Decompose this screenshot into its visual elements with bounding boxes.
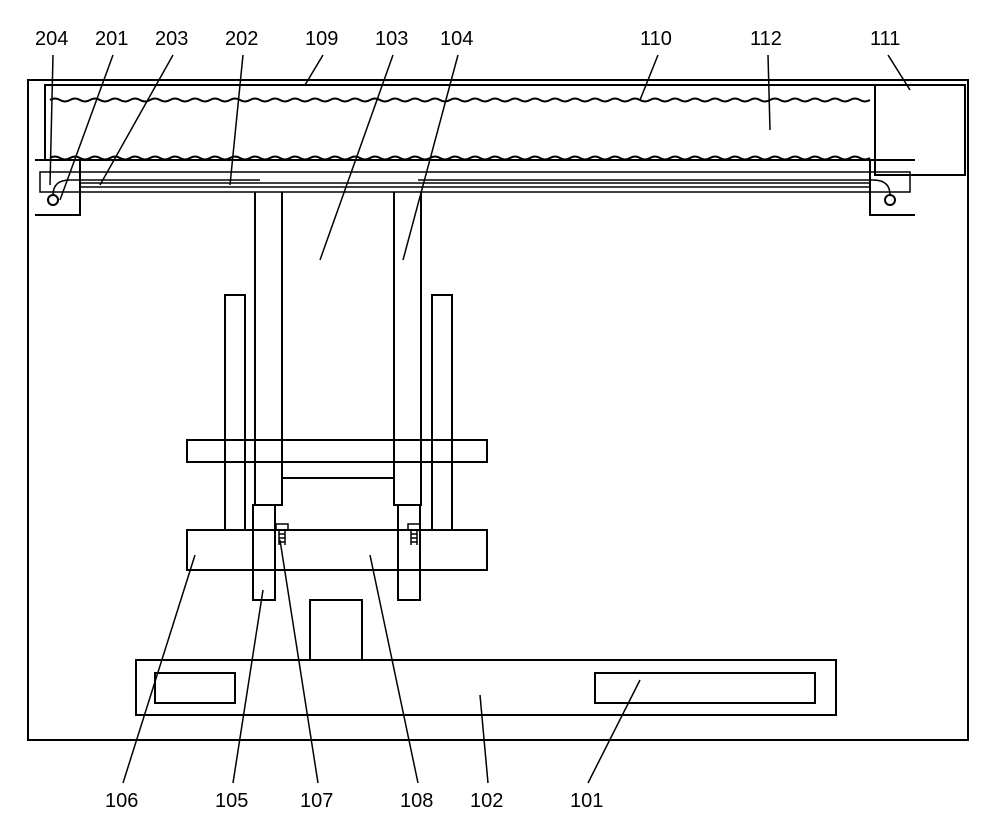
label-111: 111 <box>870 28 900 51</box>
label-203: 203 <box>155 28 188 51</box>
label-101: 101 <box>570 790 603 813</box>
top-rail <box>45 85 875 160</box>
left-bracket <box>35 160 80 215</box>
label-105: 105 <box>215 790 248 813</box>
right-pivot-circle <box>885 195 895 205</box>
label-104: 104 <box>440 28 473 51</box>
label-107: 107 <box>300 790 333 813</box>
label-108: 108 <box>400 790 433 813</box>
vertical-bar-left <box>225 295 245 530</box>
label-110: 110 <box>640 28 672 51</box>
center-post <box>310 600 362 660</box>
base-block <box>136 660 836 715</box>
label-202: 202 <box>225 28 258 51</box>
technical-diagram <box>0 0 1000 825</box>
left-pivot-circle <box>48 195 58 205</box>
label-112: 112 <box>750 28 782 51</box>
right-bracket <box>870 160 915 215</box>
u-frame-inner <box>282 192 394 478</box>
label-109: 109 <box>305 28 338 51</box>
label-204: 204 <box>35 28 68 51</box>
wavy-line-top <box>50 99 870 102</box>
base-slot-left <box>155 673 235 703</box>
label-201: 201 <box>95 28 128 51</box>
label-106: 106 <box>105 790 138 813</box>
label-103: 103 <box>375 28 408 51</box>
screw-left <box>276 524 288 545</box>
u-frame-outer <box>255 192 421 505</box>
outer-frame <box>28 80 968 740</box>
screw-right <box>408 524 420 545</box>
motor-box <box>875 85 965 175</box>
cross-brace <box>187 440 487 462</box>
label-102: 102 <box>470 790 503 813</box>
base-slot-right <box>595 673 815 703</box>
inner-rail <box>40 172 910 192</box>
vertical-bar-right <box>432 295 452 530</box>
lower-plate <box>187 530 487 570</box>
support-left <box>253 505 275 600</box>
support-right <box>398 505 420 600</box>
